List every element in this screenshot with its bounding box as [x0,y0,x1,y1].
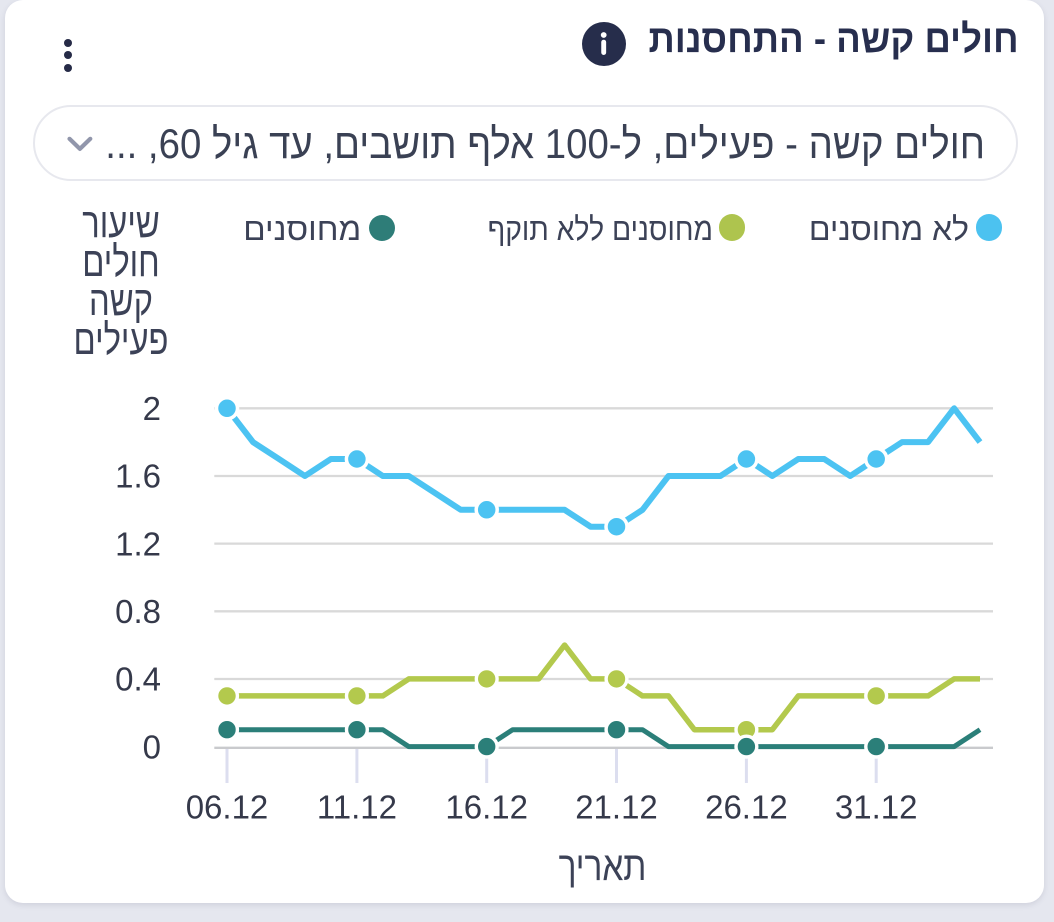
svg-text:11.12: 11.12 [317,789,397,826]
svg-text:2: 2 [143,390,161,427]
svg-text:0.4: 0.4 [115,661,161,698]
svg-text:21.12: 21.12 [575,789,658,826]
svg-text:16.12: 16.12 [445,789,528,826]
svg-text:תאריך: תאריך [559,843,647,889]
svg-text:1.2: 1.2 [115,525,161,562]
svg-text:31.12: 31.12 [835,789,918,826]
svg-text:0: 0 [143,728,161,765]
svg-text:1.6: 1.6 [115,458,161,495]
svg-text:06.12: 06.12 [186,789,269,826]
svg-text:26.12: 26.12 [705,789,788,826]
svg-text:0.8: 0.8 [115,593,161,630]
